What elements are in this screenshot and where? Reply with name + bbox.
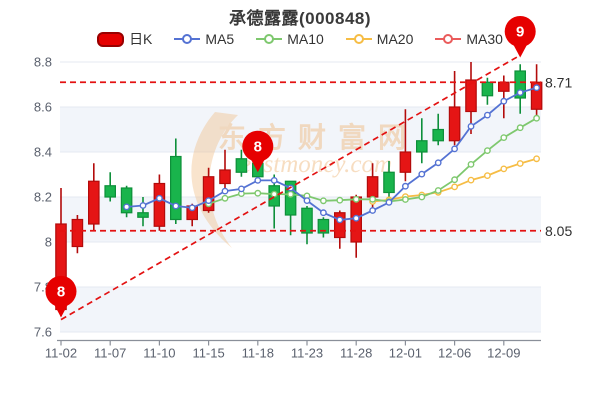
candle-body	[284, 180, 297, 216]
candlestick-swatch-icon	[97, 31, 125, 47]
candle-body	[219, 169, 231, 185]
candle-body	[366, 176, 379, 198]
candle-body	[120, 187, 133, 214]
candlestick-series	[55, 62, 543, 317]
ma30-marker-icon	[435, 34, 462, 44]
svg-text:11-02: 11-02	[45, 346, 77, 361]
svg-text:8: 8	[45, 235, 52, 250]
svg-text:11-28: 11-28	[340, 346, 372, 361]
legend-label: MA30	[466, 31, 503, 47]
candle-body	[235, 158, 248, 173]
legend-label: MA5	[205, 31, 235, 47]
candle-body	[416, 140, 428, 153]
candle-body	[170, 155, 182, 221]
pin-badge: 8	[242, 130, 274, 173]
legend-item-dayk[interactable]: 日K	[97, 29, 152, 49]
candle-body	[481, 81, 494, 97]
candle-body	[383, 171, 395, 194]
candle-body	[71, 218, 84, 248]
svg-text:12-06: 12-06	[438, 346, 471, 361]
svg-text:11-07: 11-07	[94, 346, 126, 361]
candle-body	[514, 70, 526, 99]
y-axis: 8.88.68.48.287.87.6	[34, 55, 52, 340]
trend-line	[60, 54, 521, 321]
candle-body	[137, 212, 149, 218]
x-axis: 11-02 11-07 11-10 11-15 11-18 11-23 11-28 12-01…	[45, 339, 541, 361]
svg-text:11-10: 11-10	[143, 346, 175, 361]
ma20-marker-icon	[345, 34, 372, 44]
pin-badge: 9	[504, 16, 536, 58]
ma10-marker-icon	[256, 34, 283, 44]
candle-body	[301, 207, 313, 234]
candle-body	[530, 81, 543, 110]
chart-title: 承德露露(000848)	[228, 9, 372, 28]
candle-body	[399, 151, 412, 173]
svg-text:8: 8	[254, 138, 262, 155]
legend-item-ma30[interactable]: MA30	[435, 31, 503, 47]
svg-text:11-15: 11-15	[192, 346, 224, 361]
candle-body	[153, 182, 166, 227]
chart-legend: 日K MA5 MA10 MA20 MA30	[0, 29, 600, 49]
candle-body	[334, 212, 346, 239]
svg-text:12-01: 12-01	[389, 346, 422, 361]
marker-pins: 8 8 9	[45, 16, 536, 318]
legend-label: MA10	[287, 31, 324, 47]
svg-text:8: 8	[57, 283, 65, 300]
ma5-line	[123, 84, 540, 224]
ma5-marker-icon	[174, 34, 201, 44]
svg-text:8.2: 8.2	[34, 190, 52, 205]
legend-label: MA20	[376, 31, 414, 47]
svg-text:9: 9	[516, 24, 524, 41]
candle-body	[317, 218, 330, 234]
svg-text:11-23: 11-23	[291, 346, 323, 361]
candle-body	[448, 106, 461, 142]
svg-text:11-18: 11-18	[242, 346, 274, 361]
candle-body	[202, 176, 215, 212]
candle-body	[465, 79, 477, 113]
candle-body	[432, 128, 444, 142]
annotation-lines: 8.71 8.05	[60, 54, 572, 321]
legend-item-ma5[interactable]: MA5	[174, 31, 234, 47]
candle-body	[104, 185, 116, 198]
price-label: 8.71	[545, 74, 572, 90]
grid-lines	[60, 61, 541, 333]
legend-label: 日K	[129, 31, 153, 47]
candle-body	[498, 81, 510, 92]
svg-text:8.8: 8.8	[34, 55, 52, 70]
legend-item-ma10[interactable]: MA10	[256, 31, 324, 47]
svg-text:8.4: 8.4	[34, 145, 52, 160]
svg-text:8.6: 8.6	[34, 100, 52, 115]
pin-badge: 8	[45, 275, 77, 318]
svg-text:7.6: 7.6	[34, 325, 52, 340]
price-label: 8.05	[545, 223, 572, 239]
candle-body	[87, 180, 100, 225]
svg-text:12-09: 12-09	[487, 346, 520, 361]
legend-item-ma20[interactable]: MA20	[345, 31, 414, 47]
